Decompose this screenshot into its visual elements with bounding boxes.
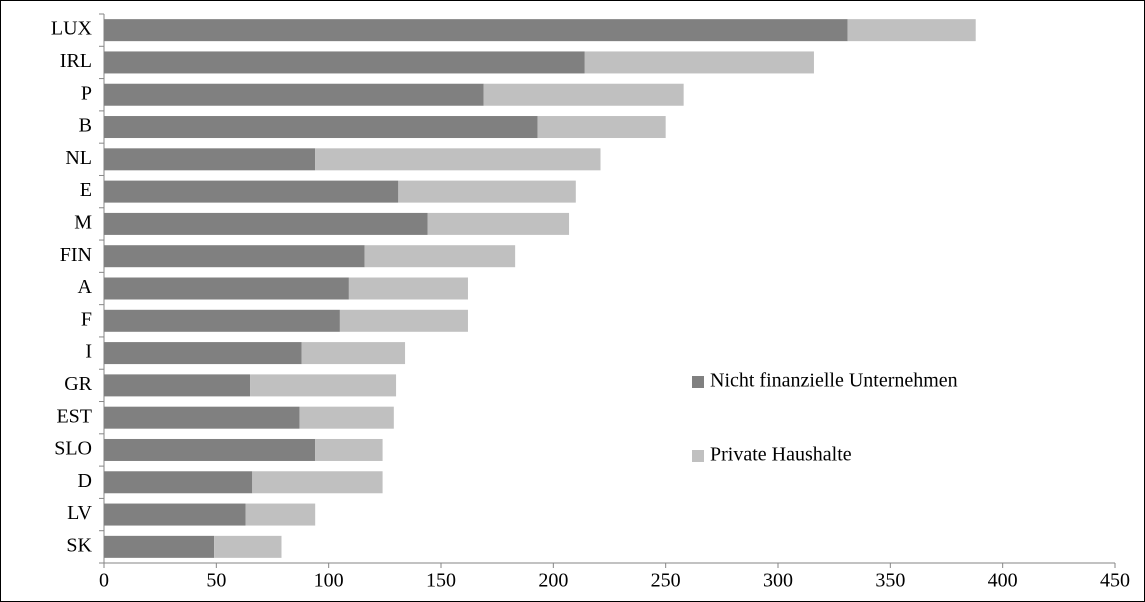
- bar-segment: [104, 245, 365, 268]
- bar-segment: [104, 406, 300, 429]
- bar-segment: [427, 212, 570, 235]
- bar-segment: [364, 245, 516, 268]
- bar-segment: [847, 19, 976, 42]
- legend-swatch: [692, 376, 704, 388]
- bar-segment: [584, 51, 814, 74]
- bar-segment: [252, 471, 383, 494]
- bar-segment: [348, 277, 468, 300]
- legend-swatch: [692, 450, 704, 462]
- bar-segment: [398, 180, 576, 203]
- bar-segment: [104, 309, 340, 332]
- bar-segment: [315, 438, 383, 461]
- bar-segment: [339, 309, 468, 332]
- y-tick-label: F: [81, 308, 92, 330]
- bar-segment: [483, 83, 684, 106]
- bar-segment: [104, 148, 316, 171]
- bar-segment: [104, 277, 349, 300]
- bar-segment: [104, 116, 538, 139]
- bar-segment: [104, 212, 428, 235]
- bar-segment: [104, 51, 585, 74]
- y-tick-label: A: [78, 276, 93, 298]
- y-tick-label: LV: [67, 502, 92, 524]
- y-tick-label: SK: [66, 534, 92, 556]
- y-tick-label: LUX: [51, 18, 93, 40]
- bar-segment: [315, 148, 601, 171]
- y-tick-label: I: [85, 341, 92, 363]
- bar-segment: [299, 406, 394, 429]
- y-tick-label: M: [74, 212, 92, 234]
- bar-segment: [104, 19, 848, 42]
- bar-segment: [104, 342, 302, 365]
- y-tick-label: IRL: [60, 50, 92, 72]
- bar-segment: [104, 535, 215, 558]
- legend-label: Nicht finanzielle Unternehmen: [710, 370, 958, 392]
- bar-segment: [104, 471, 253, 494]
- y-tick-label: D: [78, 470, 92, 492]
- x-tick-label: 150: [426, 570, 456, 592]
- bar-segment: [104, 374, 251, 397]
- bar-segment: [104, 438, 316, 461]
- y-tick-label: SLO: [54, 438, 92, 460]
- bar-segment: [245, 503, 316, 526]
- x-tick-label: 200: [538, 570, 568, 592]
- x-tick-label: 0: [99, 570, 109, 592]
- bar-segment: [537, 116, 666, 139]
- bar-segment: [301, 342, 406, 365]
- y-tick-label: EST: [56, 405, 92, 427]
- bar-segment: [104, 83, 484, 106]
- bar-segment: [214, 535, 282, 558]
- legend-label: Private Haushalte: [710, 444, 852, 466]
- x-tick-label: 250: [651, 570, 681, 592]
- bar-segment: [104, 503, 246, 526]
- x-tick-label: 100: [314, 570, 344, 592]
- bar-segment: [104, 180, 399, 203]
- y-tick-label: NL: [65, 147, 92, 169]
- y-tick-label: FIN: [60, 244, 92, 266]
- x-tick-label: 50: [206, 570, 226, 592]
- y-tick-label: GR: [64, 373, 92, 395]
- x-tick-label: 450: [1100, 570, 1130, 592]
- y-tick-label: B: [79, 115, 92, 137]
- y-tick-label: E: [80, 179, 92, 201]
- y-tick-label: P: [81, 82, 92, 104]
- x-tick-label: 400: [988, 570, 1018, 592]
- x-tick-label: 350: [875, 570, 905, 592]
- bar-segment: [250, 374, 397, 397]
- x-tick-label: 300: [763, 570, 793, 592]
